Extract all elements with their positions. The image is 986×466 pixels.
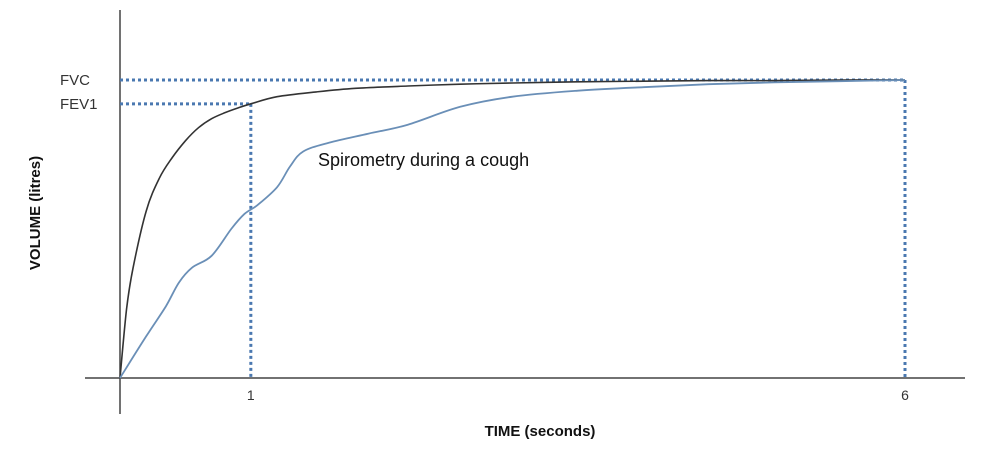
normal-expiration-curve	[119, 79, 906, 379]
x-axis-title: TIME (seconds)	[485, 423, 596, 440]
cough-curve	[119, 79, 906, 379]
x-tick-label-1: 1	[247, 387, 255, 403]
x-tick-label-6: 6	[901, 387, 909, 403]
annotation-label: Spirometry during a cough	[318, 150, 529, 170]
level-label-fvc: FVC	[60, 72, 90, 89]
y-axis-title: VOLUME (litres)	[27, 156, 44, 270]
level-label-fev1: FEV1	[60, 96, 98, 113]
